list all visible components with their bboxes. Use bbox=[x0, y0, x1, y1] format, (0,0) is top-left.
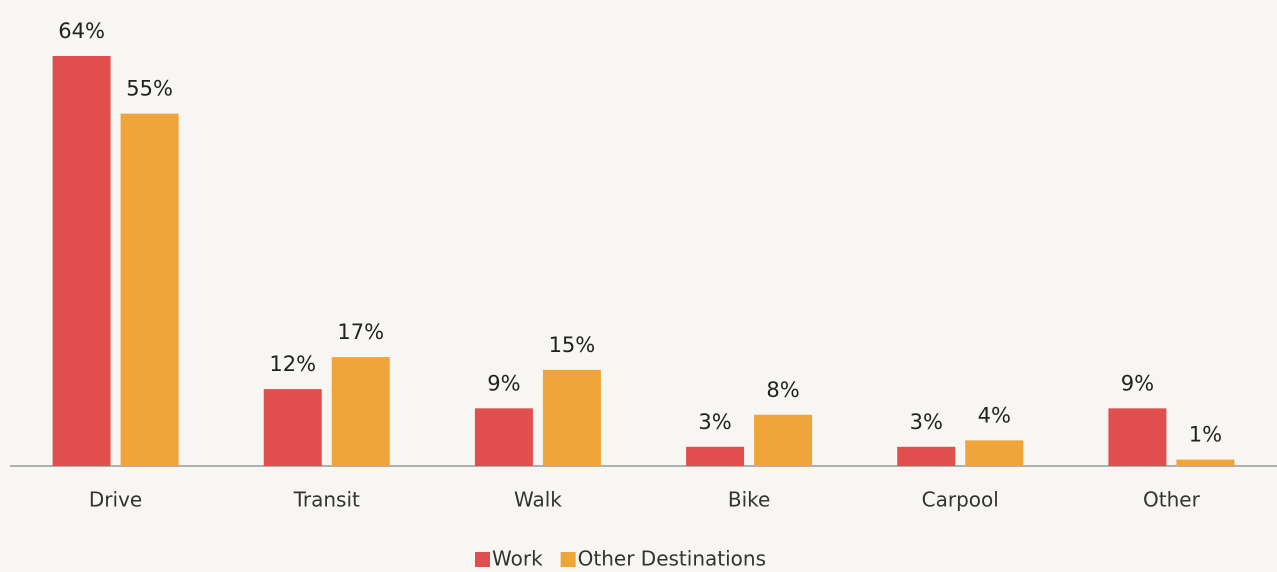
data-label: 64% bbox=[58, 19, 105, 43]
x-tick-label: Bike bbox=[728, 488, 770, 512]
data-label: 9% bbox=[487, 371, 520, 395]
data-label: 55% bbox=[126, 77, 173, 101]
bar bbox=[1108, 408, 1167, 466]
data-label: 9% bbox=[1121, 371, 1154, 395]
legend-label: Other Destinations bbox=[578, 547, 766, 571]
data-label: 3% bbox=[698, 410, 731, 434]
data-label: 17% bbox=[337, 320, 384, 344]
data-label: 1% bbox=[1189, 423, 1222, 447]
legend-label: Work bbox=[492, 547, 543, 571]
legend-swatch bbox=[560, 552, 576, 567]
bar bbox=[897, 446, 956, 466]
bar bbox=[965, 440, 1024, 466]
x-tick-label: Carpool bbox=[922, 488, 999, 512]
data-label: 8% bbox=[766, 378, 799, 402]
bar bbox=[754, 414, 813, 466]
bar bbox=[331, 357, 390, 466]
legend-swatch bbox=[475, 552, 490, 567]
bar bbox=[1176, 459, 1235, 466]
x-tick-label: Drive bbox=[89, 488, 142, 512]
x-tick-label: Transit bbox=[293, 488, 360, 512]
bar bbox=[52, 56, 111, 466]
bar bbox=[686, 446, 745, 466]
bar bbox=[474, 408, 533, 466]
bar bbox=[542, 369, 601, 466]
bar bbox=[120, 113, 179, 466]
data-label: 15% bbox=[549, 333, 596, 357]
data-label: 12% bbox=[269, 352, 316, 376]
x-tick-label: Walk bbox=[514, 488, 562, 512]
x-tick-label: Other bbox=[1143, 488, 1201, 512]
bar bbox=[263, 389, 322, 466]
data-label: 3% bbox=[910, 410, 943, 434]
data-label: 4% bbox=[978, 403, 1011, 427]
